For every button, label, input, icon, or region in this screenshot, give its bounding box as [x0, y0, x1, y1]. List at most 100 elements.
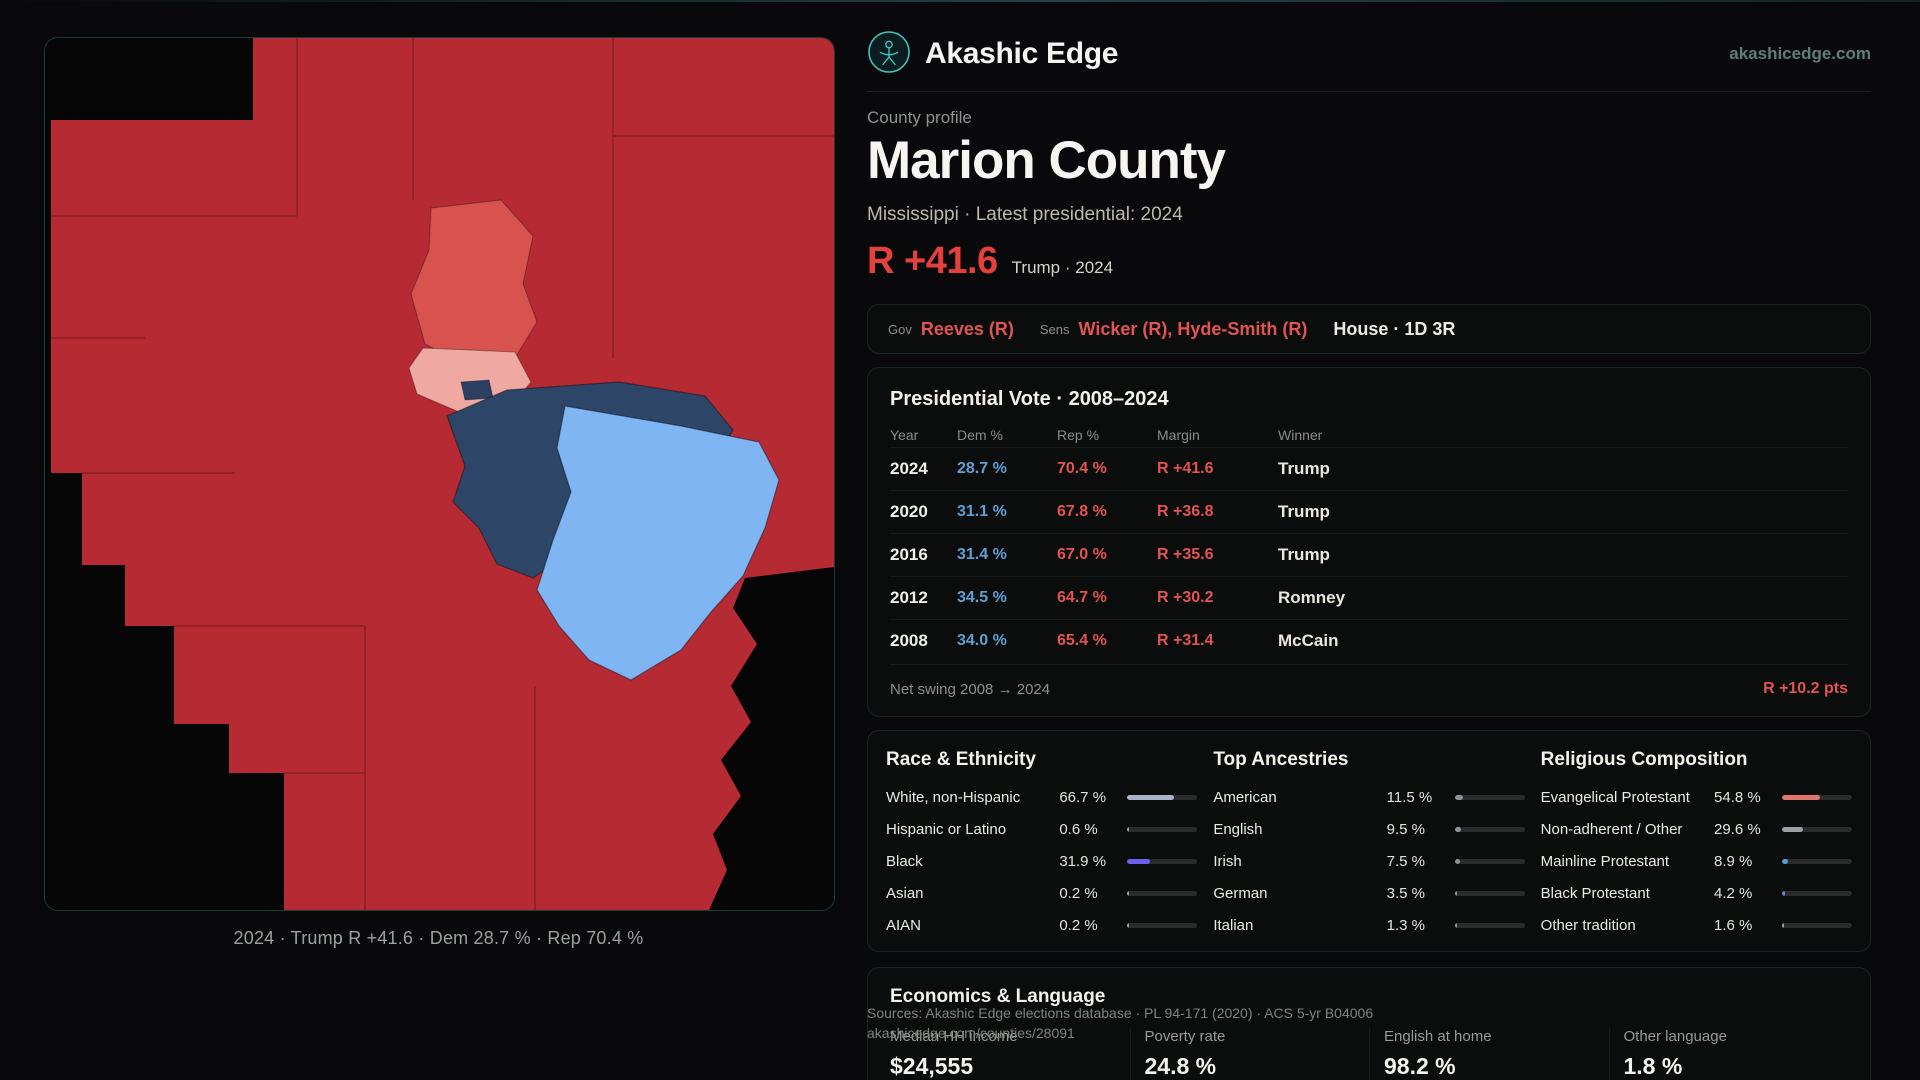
col-margin: Margin — [1157, 427, 1200, 443]
cell-dem: 31.4 % — [957, 546, 1007, 563]
headline-context: Trump · 2024 — [1011, 258, 1114, 277]
demo-bar — [1127, 858, 1198, 864]
cell-margin: R +30.2 — [1157, 589, 1214, 606]
demographics-card: Race & Ethnicity White, non-Hispanic 66.… — [867, 730, 1871, 952]
cell-dem: 28.7 % — [957, 460, 1007, 477]
cell-year: 2008 — [890, 631, 928, 650]
demo-value: 31.9 % — [1059, 852, 1107, 870]
demo-value: 0.6 % — [1059, 820, 1098, 838]
demo-value: 4.2 % — [1714, 884, 1753, 902]
demo-bar — [1782, 922, 1852, 928]
demo-bar — [1127, 794, 1198, 800]
demo-row: American 11.5 % — [1213, 781, 1525, 813]
stat-label: Other language — [1623, 1028, 1727, 1045]
demo-row: AIAN 0.2 % — [886, 909, 1198, 941]
cell-winner: McCain — [1278, 631, 1339, 650]
demo-label: White, non-Hispanic — [886, 788, 1021, 806]
stat-label: Poverty rate — [1144, 1028, 1226, 1045]
brand-logo-icon — [867, 30, 911, 79]
demo-bar — [1782, 794, 1852, 800]
demo-row: Mainline Protestant 8.9 % — [1541, 845, 1852, 877]
demo-value: 3.5 % — [1386, 884, 1426, 902]
demo-label: Evangelical Protestant — [1540, 788, 1690, 806]
top-accent-line — [0, 0, 1920, 2]
cell-rep: 67.8 % — [1057, 503, 1107, 520]
presidential-vote-card: Presidential Vote · 2008–2024 Year Dem %… — [867, 367, 1871, 717]
demo-row: Black Protestant 4.2 % — [1541, 877, 1852, 909]
stat-english-at-home: English at home 98.2 % — [1369, 1028, 1609, 1080]
demo-bar — [1454, 890, 1525, 896]
demo-bar — [1782, 826, 1852, 832]
house-delegation: House · 1D 3R — [1333, 318, 1456, 339]
demo-label: Asian — [886, 884, 924, 902]
site-header: Akashic Edge akashicedge.com — [867, 30, 1871, 78]
demo-label: Mainline Protestant — [1540, 852, 1670, 870]
header-divider — [867, 91, 1871, 92]
stat-label: English at home — [1384, 1028, 1492, 1045]
demo-label: AIAN — [886, 916, 922, 934]
map-region-rep-strong[interactable] — [51, 38, 834, 910]
cell-margin: R +31.4 — [1157, 632, 1214, 649]
table-row: 2008 34.0 % 65.4 % R +31.4 McCain — [890, 619, 1848, 662]
demo-label: Irish — [1213, 852, 1242, 870]
cell-winner: Trump — [1278, 459, 1330, 478]
demo-label: Non-adherent / Other — [1540, 820, 1683, 838]
cell-year: 2012 — [890, 588, 928, 607]
stat-other-language: Other language 1.8 % — [1608, 1028, 1849, 1080]
cell-winner: Trump — [1278, 502, 1330, 521]
demo-label: Black — [886, 852, 923, 870]
cell-year: 2016 — [890, 545, 928, 564]
sources-footer: Sources: Akashic Edge elections database… — [867, 1003, 1507, 1043]
cell-dem: 31.1 % — [957, 503, 1007, 520]
cell-winner: Romney — [1278, 588, 1346, 607]
demo-row: Other tradition 1.6 % — [1541, 909, 1852, 941]
kicker: County profile — [867, 108, 972, 127]
site-domain-link[interactable]: akashicedge.com — [1729, 44, 1871, 63]
demo-value: 1.3 % — [1386, 916, 1426, 934]
stat-poverty-rate: Poverty rate 24.8 % — [1129, 1028, 1370, 1080]
map-county-borders — [51, 38, 834, 910]
economics-card: Economics & Language Median HH income $2… — [867, 967, 1871, 1080]
ancestries-column: Top Ancestries American 11.5 % English 9… — [1213, 749, 1525, 941]
cell-rep: 67.0 % — [1057, 546, 1107, 563]
senators-names: Wicker (R), Hyde-Smith (R) — [1078, 318, 1308, 339]
demo-value: 7.5 % — [1386, 852, 1426, 870]
brand: Akashic Edge — [867, 30, 1118, 79]
demo-label: German — [1213, 884, 1268, 902]
demo-bar — [1454, 794, 1525, 800]
table-row: 2012 34.5 % 64.7 % R +30.2 Romney — [890, 576, 1848, 619]
demo-bar — [1782, 858, 1852, 864]
demo-row: Black 31.9 % — [886, 845, 1198, 877]
headline-margin: R +41.6 — [867, 240, 998, 282]
col-winner: Winner — [1278, 427, 1323, 443]
cell-dem: 34.0 % — [957, 632, 1007, 649]
gov-label: Gov — [888, 321, 912, 337]
demo-bar — [1454, 922, 1525, 928]
demo-row: English 9.5 % — [1213, 813, 1525, 845]
demo-value: 1.6 % — [1714, 916, 1753, 934]
demo-label: Other tradition — [1540, 916, 1636, 934]
county-map-panel[interactable] — [44, 37, 835, 911]
county-choropleth-map[interactable] — [45, 38, 834, 910]
brand-name: Akashic Edge — [925, 37, 1119, 70]
table-row: 2024 28.7 % 70.4 % R +41.6 Trump — [890, 447, 1848, 490]
cell-margin: R +36.8 — [1157, 503, 1214, 520]
demo-value: 54.8 % — [1714, 788, 1761, 806]
cell-year: 2020 — [890, 502, 928, 521]
demo-label: Hispanic or Latino — [886, 820, 1007, 838]
cell-margin: R +35.6 — [1157, 546, 1214, 563]
map-region-dem-light[interactable] — [536, 405, 780, 681]
demo-row: White, non-Hispanic 66.7 % — [886, 781, 1198, 813]
profile-url-link[interactable]: akashicedge.com/counties/28091 — [867, 1025, 1075, 1041]
map-region-rep-light[interactable] — [410, 199, 538, 367]
stat-median-income: Median HH income $24,555 — [890, 1028, 1130, 1080]
demo-value: 66.7 % — [1059, 788, 1107, 806]
demo-value: 8.9 % — [1714, 852, 1753, 870]
race-ethnicity-column: Race & Ethnicity White, non-Hispanic 66.… — [886, 749, 1198, 941]
stat-value: 98.2 % — [1384, 1053, 1456, 1079]
map-region-dem-small[interactable] — [460, 379, 494, 401]
demo-bar — [1127, 922, 1198, 928]
page-title: Marion County — [867, 131, 1226, 190]
cell-winner: Trump — [1278, 545, 1330, 564]
table-header-row: Year Dem % Rep % Margin Winner — [890, 423, 1848, 447]
